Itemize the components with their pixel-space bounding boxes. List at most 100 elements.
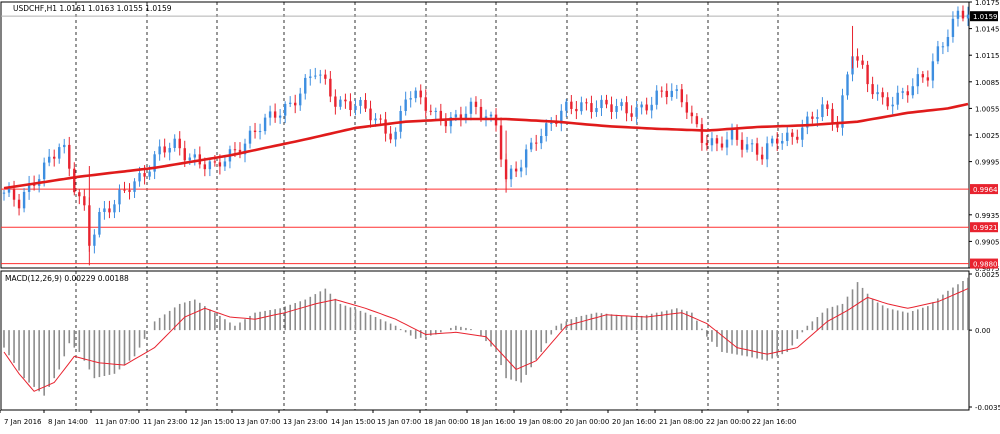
candle-body xyxy=(966,14,970,19)
candle-body xyxy=(886,97,889,107)
candle-body xyxy=(188,157,191,161)
level-tag-2 xyxy=(970,258,998,269)
candle-body xyxy=(811,116,814,119)
x-tick-label-2: 11 Jan 07:00 xyxy=(95,418,139,426)
candle-body xyxy=(916,74,919,87)
candle-body xyxy=(314,75,317,77)
candle-body xyxy=(545,123,548,136)
candle-body xyxy=(620,102,623,107)
x-tick-label-4: 12 Jan 15:00 xyxy=(190,418,234,426)
x-tick-label-0: 7 Jan 2016 xyxy=(4,418,42,426)
candle-body xyxy=(529,142,533,150)
price-y-tick-label-4: 1.0055 xyxy=(975,105,1000,113)
candle-body xyxy=(816,117,819,119)
candle-body xyxy=(364,99,367,109)
candle-body xyxy=(7,188,11,193)
candle-body xyxy=(273,111,277,118)
candle-body xyxy=(836,123,839,128)
candle-body xyxy=(47,156,51,163)
current-price-tag-label: 1.0159 xyxy=(973,13,998,21)
macd-y-tick-label-2: -0.00352 xyxy=(975,404,1000,412)
price-y-tick-label-9: 0.9875 xyxy=(975,265,1000,273)
candle-body xyxy=(73,168,76,193)
candle-body xyxy=(288,102,292,104)
candle-body xyxy=(143,173,146,177)
candle-body xyxy=(334,96,337,107)
candle-body xyxy=(248,130,252,144)
candle-body xyxy=(901,91,904,93)
candle-body xyxy=(78,192,81,197)
candle-body xyxy=(419,90,422,98)
x-tick-label-1: 8 Jan 14:00 xyxy=(48,418,88,426)
price-y-tick-label-3: 1.0085 xyxy=(975,79,1000,87)
candle-body xyxy=(881,92,884,98)
candle-body xyxy=(449,117,453,127)
candle-body xyxy=(635,107,638,117)
candle-body xyxy=(304,77,307,94)
candle-body xyxy=(514,168,518,172)
candle-body xyxy=(841,95,844,128)
moving-average-line xyxy=(3,102,969,190)
candle-body xyxy=(846,74,849,96)
x-tick-label-12: 20 Jan 00:00 xyxy=(565,418,609,426)
candle-body xyxy=(645,104,648,111)
candle-body xyxy=(655,90,658,105)
candle-body xyxy=(379,118,382,120)
x-tick-label-6: 13 Jan 23:00 xyxy=(283,418,327,426)
candle-body xyxy=(600,99,603,109)
candle-body xyxy=(730,128,734,140)
candle-body xyxy=(770,138,774,144)
candle-body xyxy=(519,167,523,172)
candle-body xyxy=(866,64,869,85)
candle-body xyxy=(53,156,56,159)
candle-body xyxy=(891,104,894,107)
candle-body xyxy=(384,119,387,134)
x-tick-label-5: 13 Jan 07:00 xyxy=(236,418,280,426)
candle-body xyxy=(98,211,101,235)
candle-body xyxy=(605,99,608,105)
candle-body xyxy=(193,154,196,158)
candle-body xyxy=(268,111,272,118)
candle-body xyxy=(640,104,643,108)
candle-body xyxy=(123,189,126,191)
candle-body xyxy=(434,110,437,112)
candle-body xyxy=(409,98,412,100)
candle-body xyxy=(750,143,754,145)
candle-body xyxy=(610,104,613,112)
candle-body xyxy=(580,102,583,112)
candle-body xyxy=(876,92,879,95)
candle-body xyxy=(946,36,950,47)
candle-body xyxy=(27,183,31,192)
candle-body xyxy=(243,143,247,155)
candle-body xyxy=(560,110,563,124)
candle-body xyxy=(374,118,377,121)
candle-body xyxy=(484,116,488,119)
candle-body xyxy=(871,84,874,95)
candle-body xyxy=(464,113,468,119)
level-tag-label-2: 0.9880 xyxy=(973,261,998,269)
x-tick-label-11: 19 Jan 08:00 xyxy=(518,418,562,426)
candle-body xyxy=(650,104,653,111)
candle-body xyxy=(258,131,262,133)
current-price-tag xyxy=(970,11,998,22)
candle-body xyxy=(319,74,322,76)
candle-body xyxy=(153,154,156,172)
candle-body xyxy=(444,120,448,127)
candle-body xyxy=(861,60,864,65)
candle-body xyxy=(961,10,965,19)
x-tick-label-16: 22 Jan 16:00 xyxy=(752,418,796,426)
candle-body xyxy=(294,102,297,106)
candle-body xyxy=(278,115,282,118)
candle-body xyxy=(625,102,628,114)
price-y-tick-label-7: 0.9935 xyxy=(975,212,1000,220)
level-tag-label-1: 0.9921 xyxy=(973,224,998,232)
macd-header: MACD(12,26,9) 0.00229 0.00188 xyxy=(5,274,129,283)
candle-body xyxy=(63,144,66,148)
candle-body xyxy=(12,188,16,200)
candle-body xyxy=(263,117,267,132)
candle-body xyxy=(429,110,432,112)
candle-body xyxy=(595,108,598,113)
candle-body xyxy=(675,89,678,91)
candle-body xyxy=(509,168,513,180)
